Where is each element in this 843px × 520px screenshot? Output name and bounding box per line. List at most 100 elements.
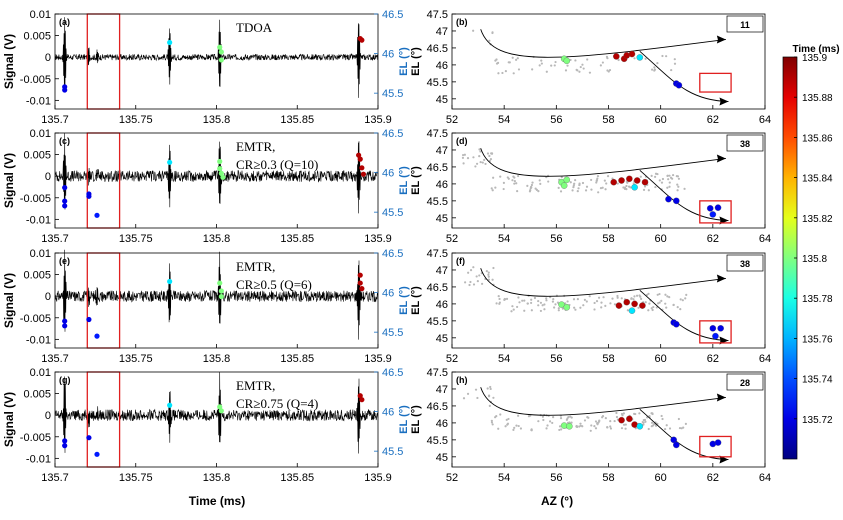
channel-point: [467, 271, 470, 274]
panel-label: (a): [59, 17, 70, 27]
source-dot: [218, 49, 224, 55]
channel-point: [495, 302, 498, 305]
y-tick-label: 45.5: [427, 196, 448, 208]
y-tick-label: -0.005: [20, 74, 51, 86]
right-y-tick-label: 46.5: [382, 367, 403, 379]
channel-point: [505, 418, 508, 421]
channel-point: [675, 175, 678, 178]
map-panel: 47.5 47 46.5 46 45.5 45 52 54 56 58 60 62 64 (d) 38 EL …: [398, 128, 771, 245]
source-dot: [673, 197, 680, 205]
channel-point: [609, 427, 613, 430]
x-tick-label: 64: [759, 114, 771, 126]
channel-point: [478, 148, 481, 151]
channel-point: [516, 189, 519, 193]
channel-point: [466, 157, 470, 160]
channel-point: [495, 62, 499, 65]
channel-point: [488, 154, 491, 158]
source-dot: [86, 316, 92, 323]
channel-point: [599, 186, 603, 190]
channel-point: [588, 295, 591, 298]
channel-point: [504, 425, 507, 428]
panel-label: (b): [456, 17, 468, 27]
channel-point: [523, 299, 526, 302]
arrow-head: [716, 35, 726, 44]
channel-point: [652, 305, 655, 309]
source-dot: [94, 212, 100, 218]
channel-point: [566, 64, 569, 67]
y-axis-label: EL (°): [410, 286, 422, 315]
source-dot: [560, 182, 568, 189]
channel-point: [494, 59, 497, 62]
channel-point: [575, 68, 578, 71]
source-dot: [563, 57, 571, 65]
source-dot: [62, 87, 68, 93]
channel-point: [521, 299, 524, 302]
channel-point: [531, 181, 534, 184]
y-tick-label: 46: [436, 418, 448, 430]
channel-point: [609, 425, 612, 428]
x-tick-label: 135.85: [280, 353, 314, 365]
channel-point: [488, 404, 491, 407]
panel-title: EMTR,: [236, 139, 275, 154]
channel-point: [596, 175, 600, 178]
y-tick-label: 0.005: [23, 150, 51, 162]
x-tick-label: 54: [498, 472, 510, 484]
x-tick-label: 64: [759, 472, 771, 484]
channel-point: [539, 309, 543, 313]
channel-point: [650, 68, 654, 71]
channel-point: [620, 412, 624, 416]
highlight-box: [699, 200, 732, 224]
count-box: [726, 134, 764, 152]
channel-point: [583, 298, 586, 302]
channel-point: [551, 421, 554, 425]
y-tick-label: 46.5: [427, 43, 448, 55]
channel-point: [678, 426, 682, 430]
channel-point: [633, 412, 636, 415]
x-tick-label: 58: [602, 233, 614, 245]
channel-point: [642, 423, 645, 426]
channel-point: [512, 428, 515, 432]
channel-point: [497, 427, 500, 430]
axes-box: [54, 252, 379, 349]
x-tick-label: 54: [498, 114, 510, 126]
channel-point: [572, 298, 576, 301]
channel-point: [487, 273, 490, 276]
channel-point: [658, 292, 661, 296]
channel-point: [490, 419, 493, 422]
channel-point: [499, 413, 502, 416]
channel-point: [498, 297, 501, 301]
source-dot: [563, 304, 571, 311]
channel-point: [605, 182, 608, 185]
source-dot: [359, 37, 365, 43]
channel-point: [585, 300, 588, 303]
propagation-arrow: [639, 169, 729, 221]
channel-point: [517, 68, 521, 71]
right-x-label: AZ (°): [541, 494, 573, 508]
colorbar-tick-label: 135.78: [802, 294, 833, 305]
source-dot: [706, 205, 714, 212]
channel-point: [623, 186, 627, 189]
channel-point: [650, 421, 654, 424]
channel-point: [584, 189, 588, 192]
channel-point: [569, 415, 572, 418]
channel-point: [514, 58, 518, 61]
channel-point: [513, 426, 516, 429]
source-dot: [217, 166, 223, 172]
channel-point: [489, 158, 493, 161]
count-box: [726, 15, 764, 33]
axes-box: [54, 132, 379, 229]
channel-point: [515, 424, 518, 427]
channel-point: [622, 412, 625, 415]
channel-point: [502, 187, 505, 191]
channel-point: [600, 301, 603, 304]
channel-point: [677, 185, 680, 188]
channel-point: [575, 424, 578, 428]
channel-point: [564, 69, 568, 72]
channel-point: [604, 304, 607, 307]
source-dot: [673, 441, 680, 449]
channel-point: [639, 175, 642, 178]
channel-point: [510, 310, 513, 313]
source-dot: [217, 158, 223, 165]
channel-point: [488, 39, 491, 42]
channel-point: [656, 62, 659, 65]
